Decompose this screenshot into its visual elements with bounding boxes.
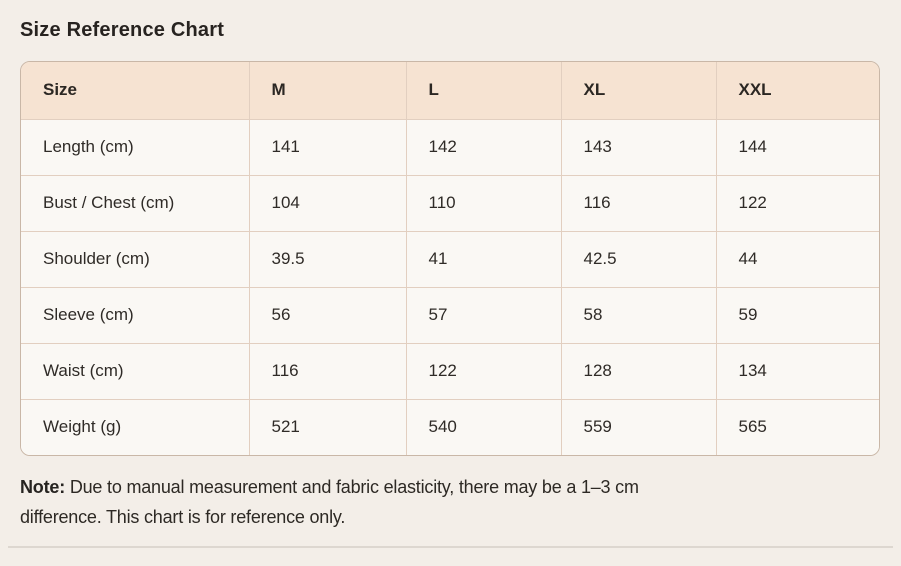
size-value-cell: 104 — [248, 174, 407, 232]
row-label: Bust / Chest (cm) — [21, 174, 250, 232]
page-title: Size Reference Chart — [20, 19, 225, 41]
column-header-xl: XL — [560, 62, 717, 120]
table-row-length: Length (cm) 141 142 143 144 — [21, 118, 879, 176]
size-value-cell: 39.5 — [248, 230, 407, 288]
size-value-cell: 116 — [560, 174, 717, 232]
size-value-cell: 122 — [715, 174, 879, 232]
table-header-row: Size M L XL XXL — [21, 62, 879, 120]
table-row-sleeve: Sleeve (cm) 56 57 58 59 — [21, 286, 879, 344]
table-row-waist: Waist (cm) 116 122 128 134 — [21, 342, 879, 400]
size-value-cell: 42.5 — [560, 230, 717, 288]
bottom-divider — [8, 546, 893, 548]
size-value-cell: 41 — [405, 230, 562, 288]
size-value-cell: 521 — [248, 398, 407, 455]
table-row-bust-chest: Bust / Chest (cm) 104 110 116 122 — [21, 174, 879, 232]
row-label: Weight (g) — [21, 398, 250, 455]
size-value-cell: 143 — [560, 118, 717, 176]
column-header-xxl: XXL — [715, 62, 879, 120]
size-value-cell: 144 — [715, 118, 879, 176]
row-label: Shoulder (cm) — [21, 230, 250, 288]
size-value-cell: 565 — [715, 398, 879, 455]
size-value-cell: 134 — [715, 342, 879, 400]
size-value-cell: 128 — [560, 342, 717, 400]
note: Note: Due to manual measurement and fabr… — [20, 472, 720, 532]
note-text: Due to manual measurement and fabric ela… — [20, 477, 639, 527]
row-label: Length (cm) — [21, 118, 250, 176]
size-reference-table: Size M L XL XXL Length (cm) 141 142 143 … — [20, 61, 880, 456]
size-value-cell: 122 — [405, 342, 562, 400]
row-label: Sleeve (cm) — [21, 286, 250, 344]
table-row-weight: Weight (g) 521 540 559 565 — [21, 398, 879, 455]
note-label: Note: — [20, 477, 65, 497]
size-value-cell: 44 — [715, 230, 879, 288]
size-value-cell: 116 — [248, 342, 407, 400]
size-value-cell: 57 — [405, 286, 562, 344]
size-value-cell: 59 — [715, 286, 879, 344]
size-value-cell: 559 — [560, 398, 717, 455]
size-value-cell: 110 — [405, 174, 562, 232]
column-header-size: Size — [21, 62, 250, 120]
column-header-l: L — [405, 62, 562, 120]
size-value-cell: 141 — [248, 118, 407, 176]
row-label: Waist (cm) — [21, 342, 250, 400]
column-header-m: M — [248, 62, 407, 120]
size-value-cell: 142 — [405, 118, 562, 176]
table-row-shoulder: Shoulder (cm) 39.5 41 42.5 44 — [21, 230, 879, 288]
size-value-cell: 58 — [560, 286, 717, 344]
size-value-cell: 56 — [248, 286, 407, 344]
size-value-cell: 540 — [405, 398, 562, 455]
